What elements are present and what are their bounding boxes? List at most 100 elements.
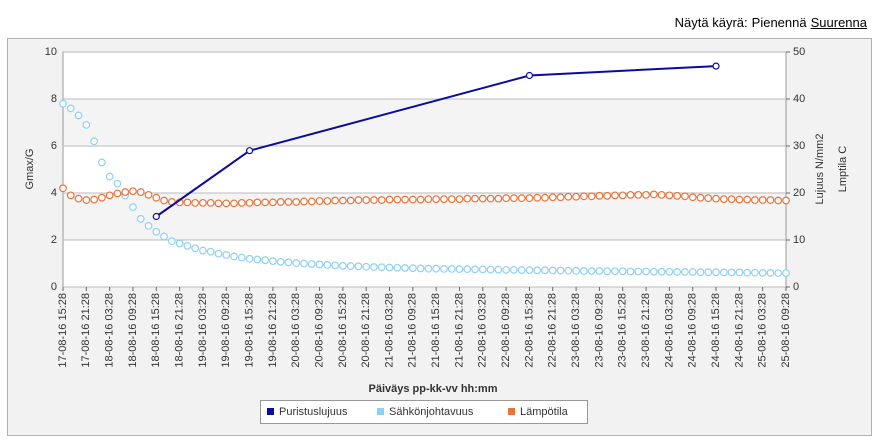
y2-tick-label: 10 xyxy=(793,234,805,246)
point xyxy=(362,196,371,204)
x-tick-label: 19-08-16 03:28 xyxy=(197,293,209,368)
x-tick-label: 17-08-16 15:28 xyxy=(57,293,69,368)
point xyxy=(673,268,682,276)
x-tick-label: 21-08-16 03:28 xyxy=(383,293,395,368)
legend-swatch xyxy=(508,408,515,415)
point xyxy=(230,252,238,261)
point xyxy=(105,191,114,200)
point xyxy=(401,264,409,272)
point xyxy=(502,265,511,274)
x-tick-label: 24-08-16 21:28 xyxy=(733,293,745,368)
y-tick-label: 6 xyxy=(51,140,57,152)
point xyxy=(346,262,355,270)
point xyxy=(191,198,200,207)
point xyxy=(307,260,316,268)
point xyxy=(315,260,324,269)
point xyxy=(463,194,472,203)
point xyxy=(269,257,277,266)
point xyxy=(82,120,91,129)
point xyxy=(408,195,417,204)
point xyxy=(416,195,425,204)
point xyxy=(183,241,192,250)
x-tick-label: 24-08-16 03:28 xyxy=(663,293,675,368)
y-tick-label: 0 xyxy=(51,281,57,293)
point xyxy=(82,196,91,204)
x-tick-label: 20-08-16 21:28 xyxy=(360,293,372,368)
link[interactable]: Suurenna xyxy=(810,15,867,30)
point xyxy=(222,199,231,208)
point xyxy=(152,193,161,202)
point xyxy=(603,191,612,200)
point xyxy=(253,198,262,207)
x-tick-label: 19-08-16 15:28 xyxy=(243,293,255,368)
y2-tick-label: 0 xyxy=(793,281,799,293)
point xyxy=(533,266,542,275)
point xyxy=(447,265,456,273)
point xyxy=(556,193,565,202)
point xyxy=(284,198,293,206)
point xyxy=(152,212,160,221)
point xyxy=(766,269,775,277)
point xyxy=(160,232,168,241)
x-tick-label: 18-08-16 15:28 xyxy=(150,293,162,368)
point xyxy=(97,158,106,167)
point xyxy=(307,197,316,206)
point xyxy=(510,265,518,274)
x-tick-label: 20-08-16 03:28 xyxy=(290,293,302,368)
point xyxy=(727,195,736,204)
x-tick-label: 18-08-16 21:28 xyxy=(174,293,186,368)
point xyxy=(167,237,176,246)
y-tick-label: 2 xyxy=(51,234,57,246)
point xyxy=(782,196,790,205)
point xyxy=(214,249,223,258)
link[interactable]: Pienennä xyxy=(751,15,807,30)
point xyxy=(525,194,534,203)
point xyxy=(455,195,464,204)
point xyxy=(548,193,557,202)
point xyxy=(97,193,106,202)
point xyxy=(175,239,184,248)
point xyxy=(751,268,759,277)
x-tick-label: 20-08-16 15:28 xyxy=(337,293,349,368)
x-tick-label: 22-08-16 15:28 xyxy=(523,293,535,368)
point xyxy=(385,263,394,272)
point xyxy=(510,194,518,203)
point xyxy=(696,268,705,277)
point xyxy=(712,62,720,70)
point xyxy=(533,193,542,202)
point xyxy=(572,192,580,201)
point xyxy=(113,179,122,188)
point xyxy=(136,214,145,223)
y-tick-label: 10 xyxy=(45,46,57,58)
y-tick-label: 4 xyxy=(51,187,57,199)
point xyxy=(463,265,472,274)
point xyxy=(199,246,207,255)
point xyxy=(237,198,246,207)
point xyxy=(385,195,394,204)
point xyxy=(222,251,231,259)
point xyxy=(323,197,332,205)
point xyxy=(199,198,207,207)
point xyxy=(292,259,301,267)
point xyxy=(587,192,596,201)
point xyxy=(541,266,549,275)
point xyxy=(548,266,557,275)
point xyxy=(626,267,635,276)
point xyxy=(649,190,658,199)
legend-label: Puristuslujuus xyxy=(279,406,348,418)
point xyxy=(144,190,153,199)
point xyxy=(206,247,215,256)
point xyxy=(719,195,728,204)
point xyxy=(59,184,67,193)
point xyxy=(121,188,130,196)
point xyxy=(743,195,752,204)
x-tick-label: 25-08-16 09:28 xyxy=(780,293,792,368)
point xyxy=(688,193,697,202)
x-axis-title: Päiväys pp-kk-vv hh:mm xyxy=(369,383,498,395)
grid-band xyxy=(63,99,786,146)
x-tick-label: 17-08-16 21:28 xyxy=(80,293,92,368)
x-tick-label: 24-08-16 15:28 xyxy=(710,293,722,368)
point xyxy=(556,266,565,275)
point xyxy=(758,269,767,277)
point xyxy=(517,266,526,274)
